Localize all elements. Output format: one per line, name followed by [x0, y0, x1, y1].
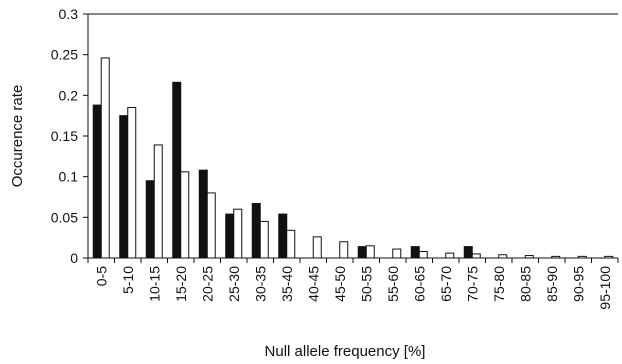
- y-tick-label: 0.15: [51, 128, 78, 144]
- y-tick-label: 0.1: [59, 169, 79, 185]
- bar-series-1: [357, 246, 367, 259]
- bar-series-2: [127, 107, 137, 259]
- bar-series-2: [206, 192, 216, 259]
- x-tick-label: 35-40: [279, 266, 295, 302]
- y-axis-title: Occurence rate: [9, 85, 26, 188]
- x-tick-label: 45-50: [332, 266, 348, 302]
- bar-series-2: [312, 236, 322, 259]
- x-tick-label: 80-85: [517, 266, 533, 302]
- bar-series-2: [233, 208, 243, 259]
- bar-series-1: [278, 213, 288, 259]
- bar-series-2: [577, 255, 587, 259]
- bar-series-1: [410, 246, 420, 259]
- x-tick-label: 50-55: [358, 266, 374, 302]
- x-tick-label: 60-65: [411, 266, 427, 302]
- x-tick-label: 5-10: [120, 266, 136, 294]
- bar-series-2: [551, 255, 561, 259]
- bar-series-2: [604, 255, 614, 259]
- x-tick-label: 25-30: [226, 266, 242, 302]
- y-tick-label: 0.2: [59, 87, 79, 103]
- bar-series-1: [225, 213, 235, 259]
- axes: [87, 13, 618, 259]
- bar-series-2: [418, 250, 428, 259]
- x-axis-title: Null allele frequency [%]: [265, 343, 426, 360]
- y-tick-label: 0.3: [59, 6, 79, 22]
- x-tick-label: 30-35: [252, 266, 268, 302]
- bar-series-2: [392, 248, 402, 259]
- bar-series-1: [198, 169, 208, 259]
- x-tick-label: 70-75: [464, 266, 480, 302]
- x-tick-label: 15-20: [173, 266, 189, 302]
- x-tick-label: 65-70: [438, 266, 454, 302]
- bar-series-2: [100, 57, 110, 259]
- bar-series-2: [524, 255, 534, 259]
- bar-series-2: [153, 144, 163, 259]
- x-tick-label: 90-95: [570, 266, 586, 302]
- y-tick-label: 0.05: [51, 209, 78, 225]
- bar-series-1: [92, 104, 102, 259]
- bar-series-1: [172, 81, 182, 259]
- x-tick-label: 10-15: [146, 266, 162, 302]
- x-tick-label: 20-25: [199, 266, 215, 302]
- y-ticks: 0 0.05 0.1 0.15 0.2 0.25 0.3: [51, 6, 88, 266]
- y-tick-label: 0.25: [51, 47, 78, 63]
- y-tick-label: 0: [70, 250, 78, 266]
- bar-series-2: [471, 253, 481, 259]
- bar-series-1: [145, 180, 155, 259]
- bar-series-1: [251, 203, 261, 259]
- bars: [92, 57, 614, 259]
- bar-series-2: [365, 245, 375, 259]
- x-tick-label: 0-5: [93, 266, 109, 286]
- bar-series-2: [445, 252, 455, 259]
- bar-series-2: [259, 220, 269, 259]
- x-tick-label: 40-45: [305, 266, 321, 302]
- x-tick-label: 55-60: [385, 266, 401, 302]
- x-tick-label: 75-80: [491, 266, 507, 302]
- bar-series-2: [180, 171, 190, 259]
- bar-series-2: [498, 254, 508, 259]
- bar-series-2: [286, 229, 296, 259]
- x-tick-label: 95-100: [597, 266, 613, 310]
- bar-series-1: [463, 246, 473, 259]
- bar-series-1: [119, 115, 129, 259]
- bar-series-2: [339, 241, 349, 259]
- x-ticks: 0-5 5-10 10-15 15-20 20-25 25-30 30-35 35-40 40-…: [87, 258, 619, 310]
- x-tick-label: 85-90: [544, 266, 560, 302]
